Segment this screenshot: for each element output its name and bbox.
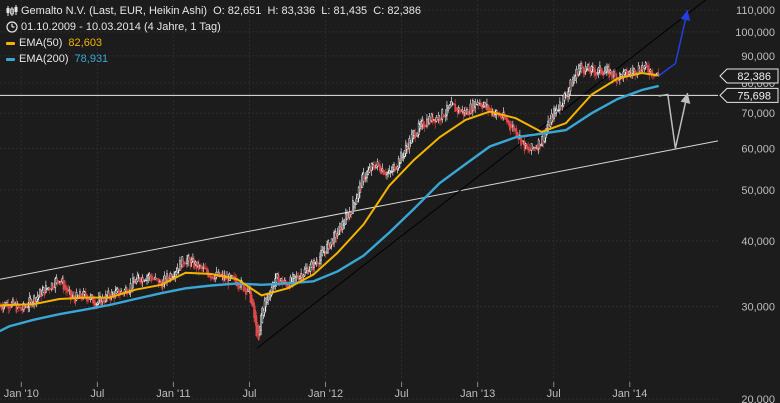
candle-body	[494, 113, 497, 116]
price-label-box	[719, 87, 779, 103]
y-tick-label: 40,000	[741, 236, 775, 248]
y-axis: 20,00030,00040,00050,00060,00070,00080,0…	[735, 5, 775, 403]
y-tick-label: 20,000	[741, 394, 775, 403]
legend-ema50: EMA(50) 82,603	[6, 35, 421, 51]
forecast-arrows	[658, 9, 691, 149]
uptrend-line	[256, 0, 707, 349]
forecast-down-arrow-head	[680, 92, 691, 104]
chart-legend: Gemalto N.V. (Last, EUR, Heikin Ashi) O:…	[6, 3, 421, 67]
candles	[0, 60, 660, 341]
candle-body	[390, 171, 393, 173]
y-tick-label: 50,000	[741, 185, 775, 197]
ema200-label: EMA(200)	[19, 53, 69, 65]
candle-body	[402, 156, 405, 158]
candle-body	[399, 162, 401, 164]
legend-title-row: Gemalto N.V. (Last, EUR, Heikin Ashi) O:…	[6, 3, 421, 19]
x-tick-label: Jul	[395, 388, 409, 400]
ema50-label: EMA(50)	[19, 37, 63, 49]
candle-body	[566, 96, 568, 98]
candle-body	[60, 281, 63, 283]
forecast-up-arrow-path	[658, 9, 689, 77]
price-labels: 82,386 75,698	[719, 68, 779, 103]
trendlines	[0, 0, 719, 349]
chart-title: Gemalto N.V. (Last, EUR, Heikin Ashi)	[21, 5, 208, 17]
x-tick-label: Jul	[242, 388, 256, 400]
price-label-text: 75,698	[737, 90, 771, 102]
candle-body	[510, 126, 513, 128]
x-tick-label: Jan '11	[156, 388, 190, 400]
candlestick-icon	[6, 5, 18, 17]
legend-ema200: EMA(200) 78,931	[6, 51, 421, 67]
candle-body	[246, 290, 248, 293]
forecast-down-arrow-path	[658, 92, 689, 149]
candle-body	[184, 263, 187, 265]
x-tick-label: Jan '14	[612, 388, 647, 400]
y-tick-label: 70,000	[741, 108, 775, 120]
x-tick-label: Jul	[547, 388, 561, 400]
date-range: 01.10.2009 - 10.03.2014 (4 Jahre, 1 Tag)	[21, 21, 221, 33]
ema50-swatch	[6, 41, 15, 45]
x-tick-label: Jul	[90, 388, 104, 400]
legend-range-row: 01.10.2009 - 10.03.2014 (4 Jahre, 1 Tag)	[6, 19, 421, 35]
candle-body	[294, 276, 297, 278]
y-tick-label: 110,000	[736, 5, 775, 17]
y-tick-label: 100,000	[735, 27, 775, 39]
price-label-box	[719, 68, 779, 84]
ema200-value: 78,931	[74, 53, 109, 65]
candle-body	[424, 125, 427, 128]
ema200-line	[0, 84, 659, 333]
ema200-swatch	[6, 57, 15, 61]
clock-icon	[6, 21, 18, 33]
support-trendline	[0, 140, 719, 280]
ohlc-values: O: 82,651 H: 83,336 L: 81,435 C: 82,386	[213, 5, 421, 17]
y-tick-label: 60,000	[741, 143, 775, 155]
candle-body	[279, 280, 281, 282]
ema50-line	[0, 71, 659, 307]
candle-body	[360, 187, 362, 189]
x-tick-label: Jan '10	[4, 388, 39, 400]
y-tick-label: 30,000	[741, 302, 775, 314]
x-axis: Jan '10 Jul Jan '11 Jul Jan '12 Jul Jan '13 Jul…	[4, 382, 647, 400]
x-tick-label: Jan '13	[460, 388, 495, 400]
indicator-lines	[0, 71, 659, 333]
ema50-value: 82,603	[68, 37, 103, 49]
x-tick-label: Jan '12	[308, 388, 343, 400]
y-tick-label: 90,000	[741, 51, 775, 63]
forecast-up-arrow-head	[680, 10, 691, 21]
price-label-text: 82,386	[737, 71, 771, 83]
